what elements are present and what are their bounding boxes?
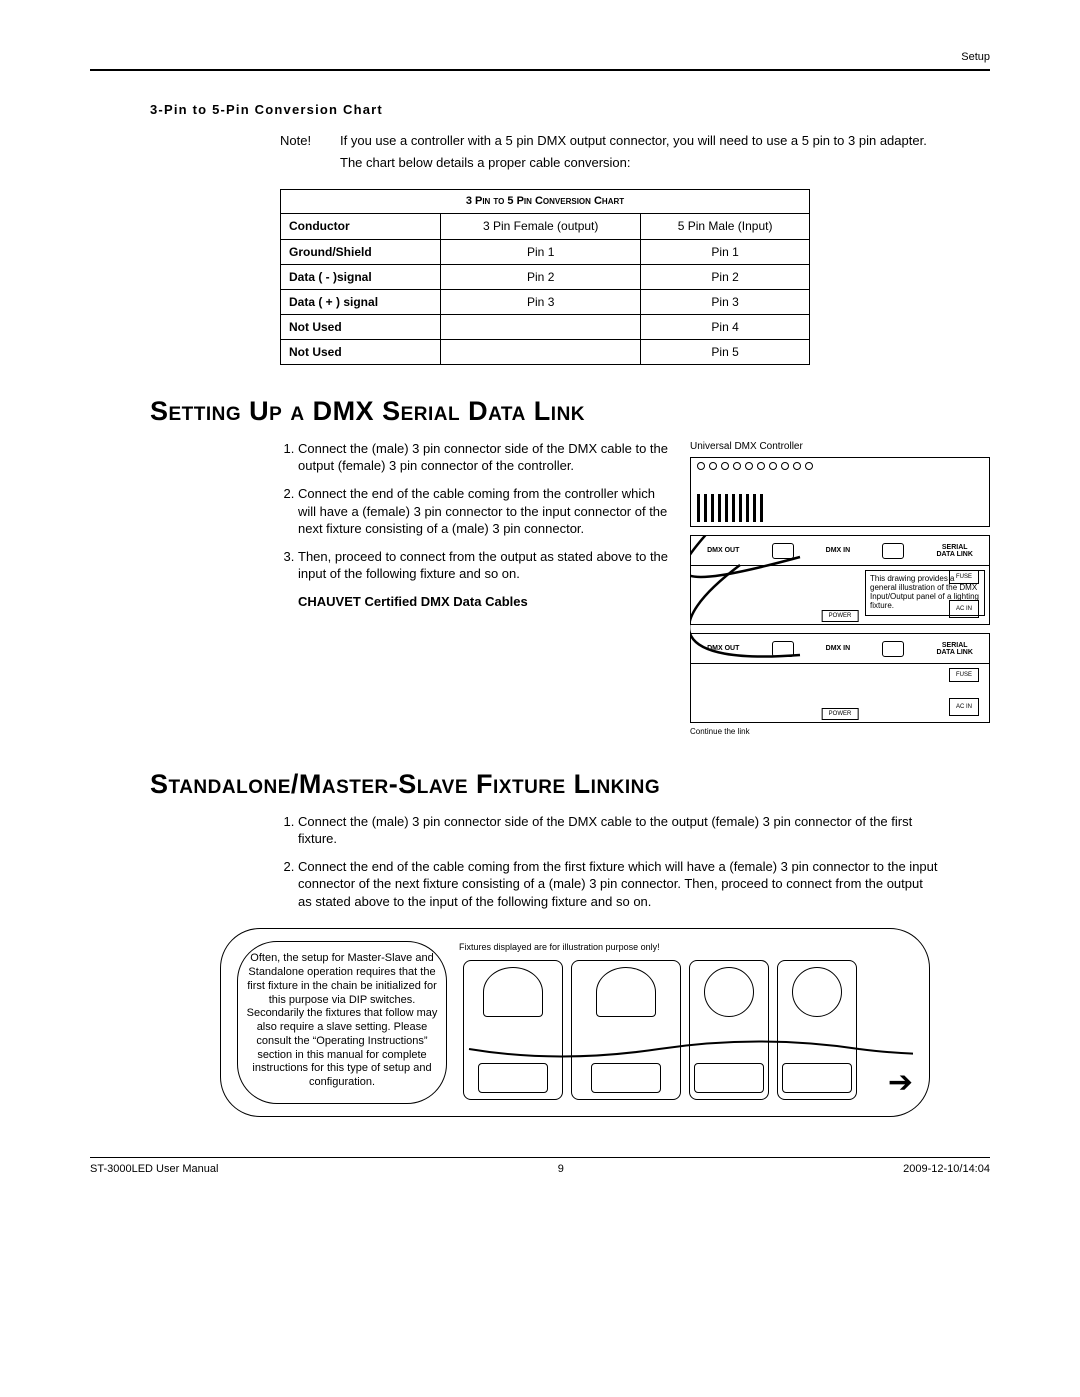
port-icon	[772, 543, 794, 559]
col-header: 5 Pin Male (Input)	[641, 214, 810, 239]
col-header: Conductor	[281, 214, 441, 239]
conversion-table: Conductor 3 Pin Female (output) 5 Pin Ma…	[280, 213, 810, 365]
cables-note: CHAUVET Certified DMX Data Cables	[298, 593, 674, 611]
info-bubble: Often, the setup for Master-Slave and St…	[237, 941, 447, 1103]
arrow-right-icon: ➔	[888, 1063, 913, 1104]
footer-center: 9	[558, 1162, 564, 1177]
fixture-panel-icon: DMX OUT DMX IN SERIALDATA LINK FUSE AC I…	[690, 633, 990, 723]
moving-head-icon	[463, 960, 563, 1100]
pin-chart-title: 3-Pin to 5-Pin Conversion Chart	[150, 101, 990, 119]
scanner-icon	[777, 960, 857, 1100]
note-label: Note!	[280, 132, 340, 171]
footer: ST-3000LED User Manual 9 2009-12-10/14:0…	[90, 1157, 990, 1177]
fixture-panel-icon: DMX OUT DMX IN SERIALDATA LINK This draw…	[690, 535, 990, 625]
dmx-link-content: Connect the (male) 3 pin connector side …	[280, 440, 990, 738]
col-header: 3 Pin Female (output)	[441, 214, 641, 239]
header-section: Setup	[90, 50, 990, 65]
dmx-steps: Connect the (male) 3 pin connector side …	[280, 440, 674, 583]
standalone-steps: Connect the (male) 3 pin connector side …	[280, 813, 940, 911]
note-row: Note! If you use a controller with a 5 p…	[280, 132, 990, 171]
controller-icon	[690, 457, 990, 527]
note-text-1: If you use a controller with a 5 pin DMX…	[340, 132, 970, 150]
link-cable-icon	[459, 1034, 913, 1064]
acin-label: AC IN	[949, 698, 979, 716]
dmx-in-label: DMX IN	[826, 644, 851, 653]
table-row: Data ( - )signalPin 2Pin 2	[281, 264, 810, 289]
conversion-table-wrap: 3 Pin to 5 Pin Conversion Chart Conducto…	[280, 189, 810, 365]
footer-left: ST-3000LED User Manual	[90, 1162, 218, 1177]
power-label: POWER	[822, 708, 859, 720]
fixtures-zone: Fixtures displayed are for illustration …	[459, 941, 913, 1103]
fuse-label: FUSE	[949, 570, 979, 584]
list-item: Connect the end of the cable coming from…	[298, 485, 674, 538]
controller-label: Universal DMX Controller	[690, 440, 990, 454]
dmx-out-label: DMX OUT	[707, 546, 739, 555]
power-label: POWER	[822, 610, 859, 622]
serial-label: SERIALDATA LINK	[936, 544, 972, 558]
table-row: Ground/ShieldPin 1Pin 1	[281, 239, 810, 264]
table-header-row: Conductor 3 Pin Female (output) 5 Pin Ma…	[281, 214, 810, 239]
acin-label: AC IN	[949, 600, 979, 618]
table-row: Not UsedPin 5	[281, 340, 810, 365]
conversion-table-caption: 3 Pin to 5 Pin Conversion Chart	[280, 189, 810, 213]
footer-right: 2009-12-10/14:04	[903, 1162, 990, 1177]
list-item: Then, proceed to connect from the output…	[298, 548, 674, 583]
continue-label: Continue the link	[690, 727, 990, 738]
dmx-in-label: DMX IN	[826, 546, 851, 555]
standalone-steps-block: Connect the (male) 3 pin connector side …	[280, 813, 940, 911]
dmx-diagram-col: Universal DMX Controller DMX OUT DMX IN …	[690, 440, 990, 738]
table-row: Not UsedPin 4	[281, 315, 810, 340]
standalone-heading: Standalone/Master-Slave Fixture Linking	[150, 766, 990, 802]
port-icon	[882, 641, 904, 657]
serial-label: SERIALDATA LINK	[936, 642, 972, 656]
note-text-2: The chart below details a proper cable c…	[340, 154, 970, 172]
dmx-out-label: DMX OUT	[707, 644, 739, 653]
table-row: Data ( + ) signalPin 3Pin 3	[281, 289, 810, 314]
list-item: Connect the end of the cable coming from…	[298, 858, 940, 911]
moving-head-icon	[571, 960, 681, 1100]
fixtures-graphic: Often, the setup for Master-Slave and St…	[220, 928, 930, 1116]
port-icon	[882, 543, 904, 559]
note-text: If you use a controller with a 5 pin DMX…	[340, 132, 990, 171]
fixtures-caption: Fixtures displayed are for illustration …	[459, 941, 913, 953]
fuse-label: FUSE	[949, 668, 979, 682]
list-item: Connect the (male) 3 pin connector side …	[298, 813, 940, 848]
scanner-icon	[689, 960, 769, 1100]
top-rule	[90, 69, 990, 71]
dmx-steps-col: Connect the (male) 3 pin connector side …	[280, 440, 674, 738]
dmx-link-heading: Setting Up a DMX Serial Data Link	[150, 393, 990, 429]
port-icon	[772, 641, 794, 657]
list-item: Connect the (male) 3 pin connector side …	[298, 440, 674, 475]
